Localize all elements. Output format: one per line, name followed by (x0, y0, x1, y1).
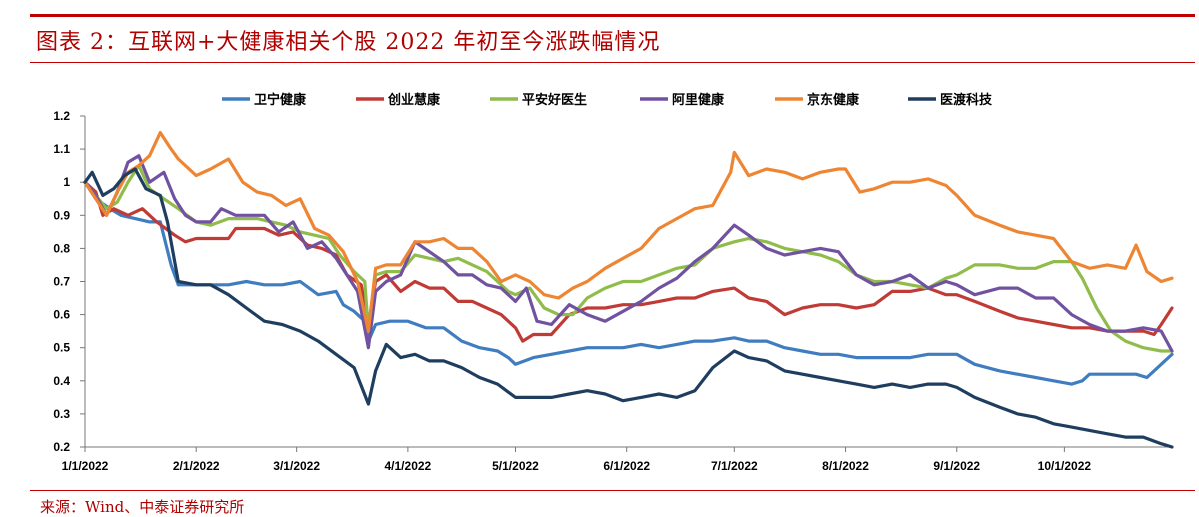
y-tick-label: 0.7 (53, 275, 70, 289)
x-tick-label: 7/1/2022 (711, 459, 758, 473)
x-tick-label: 6/1/2022 (603, 459, 650, 473)
legend: 卫宁健康 创业慧康 平安好医生 阿里健康 京东健康 医渡科技 (222, 92, 993, 108)
x-tick-label: 3/1/2022 (273, 459, 320, 473)
header-bottom-rule (30, 62, 1195, 63)
y-tick-label: 0.9 (53, 208, 70, 222)
y-tick-label: 0.2 (53, 440, 70, 454)
legend-label-5: 医渡科技 (940, 92, 993, 108)
source-note: 来源：Wind、中泰证券研究所 (40, 498, 245, 516)
y-tick-label: 1.1 (53, 142, 70, 156)
y-tick-label: 0.5 (53, 341, 70, 355)
x-tick-label: 4/1/2022 (385, 459, 432, 473)
series-line-1 (83, 180, 1174, 343)
y-tick-label: 0.4 (53, 374, 70, 388)
footer-rule (30, 490, 1195, 491)
x-tick-label: 1/1/2022 (62, 459, 109, 473)
series-line-2 (83, 164, 1174, 353)
x-tick-label: 10/1/2022 (1038, 459, 1092, 473)
legend-label-4: 京东健康 (807, 92, 860, 108)
y-tick-label: 1.2 (53, 109, 70, 123)
legend-label-0: 卫宁健康 (254, 92, 307, 108)
y-tick-label: 1 (63, 175, 70, 189)
series-line-3 (83, 154, 1174, 353)
legend-label-3: 阿里健康 (672, 92, 725, 108)
x-tick-label: 9/1/2022 (933, 459, 980, 473)
series-line-5 (83, 167, 1174, 449)
chart-title: 图表 2：互联网+大健康相关个股 2022 年初至今涨跌幅情况 (36, 30, 661, 55)
header-top-rule (30, 14, 1195, 17)
legend-label-2: 平安好医生 (522, 92, 587, 108)
series-line-0 (83, 180, 1174, 386)
series-lines (83, 131, 1174, 449)
series-line-4 (83, 131, 1174, 333)
x-tick-label: 8/1/2022 (822, 459, 869, 473)
x-tick-label: 2/1/2022 (173, 459, 220, 473)
axes: 1.2 1.1 1 0.9 0.8 0.7 0.6 0.5 0.4 0.3 0.2 1/1/2022 2… (53, 109, 1172, 473)
y-tick-label: 0.3 (53, 407, 70, 421)
legend-label-1: 创业慧康 (387, 92, 441, 108)
y-tick-label: 0.6 (53, 308, 70, 322)
x-tick-label: 5/1/2022 (492, 459, 539, 473)
y-tick-label: 0.8 (53, 241, 70, 255)
